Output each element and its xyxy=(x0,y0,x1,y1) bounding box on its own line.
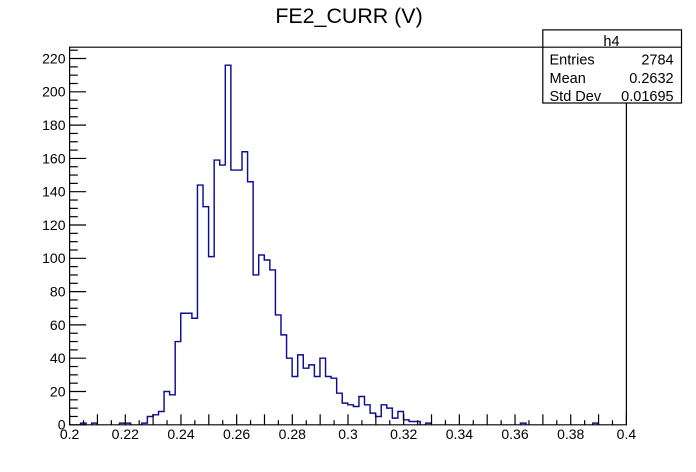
svg-text:0.36: 0.36 xyxy=(501,426,528,442)
svg-text:Entries: Entries xyxy=(550,53,595,69)
svg-text:220: 220 xyxy=(42,50,66,66)
svg-text:0.26: 0.26 xyxy=(223,426,250,442)
svg-text:40: 40 xyxy=(50,350,66,366)
svg-text:120: 120 xyxy=(42,217,66,233)
svg-text:0.24: 0.24 xyxy=(167,426,194,442)
svg-text:140: 140 xyxy=(42,184,66,200)
svg-text:60: 60 xyxy=(50,317,66,333)
svg-text:h4: h4 xyxy=(603,34,619,50)
svg-text:0.3: 0.3 xyxy=(338,426,358,442)
svg-text:Mean: Mean xyxy=(550,71,586,87)
svg-text:160: 160 xyxy=(42,150,66,166)
svg-text:0: 0 xyxy=(58,417,66,433)
svg-text:0.01695: 0.01695 xyxy=(621,89,673,105)
svg-text:0.2632: 0.2632 xyxy=(629,71,673,87)
svg-text:20: 20 xyxy=(50,383,66,399)
svg-text:180: 180 xyxy=(42,117,66,133)
svg-text:100: 100 xyxy=(42,250,66,266)
svg-text:0.4: 0.4 xyxy=(617,426,637,442)
svg-text:2784: 2784 xyxy=(641,53,673,69)
svg-text:80: 80 xyxy=(50,284,66,300)
svg-text:200: 200 xyxy=(42,84,66,100)
svg-text:0.22: 0.22 xyxy=(112,426,139,442)
svg-text:0.28: 0.28 xyxy=(279,426,306,442)
svg-text:0.32: 0.32 xyxy=(390,426,417,442)
svg-text:Std Dev: Std Dev xyxy=(550,89,602,105)
svg-text:FE2_CURR (V): FE2_CURR (V) xyxy=(275,4,422,28)
svg-text:0.34: 0.34 xyxy=(446,426,473,442)
svg-text:0.38: 0.38 xyxy=(557,426,584,442)
svg-text:0.2: 0.2 xyxy=(60,426,80,442)
